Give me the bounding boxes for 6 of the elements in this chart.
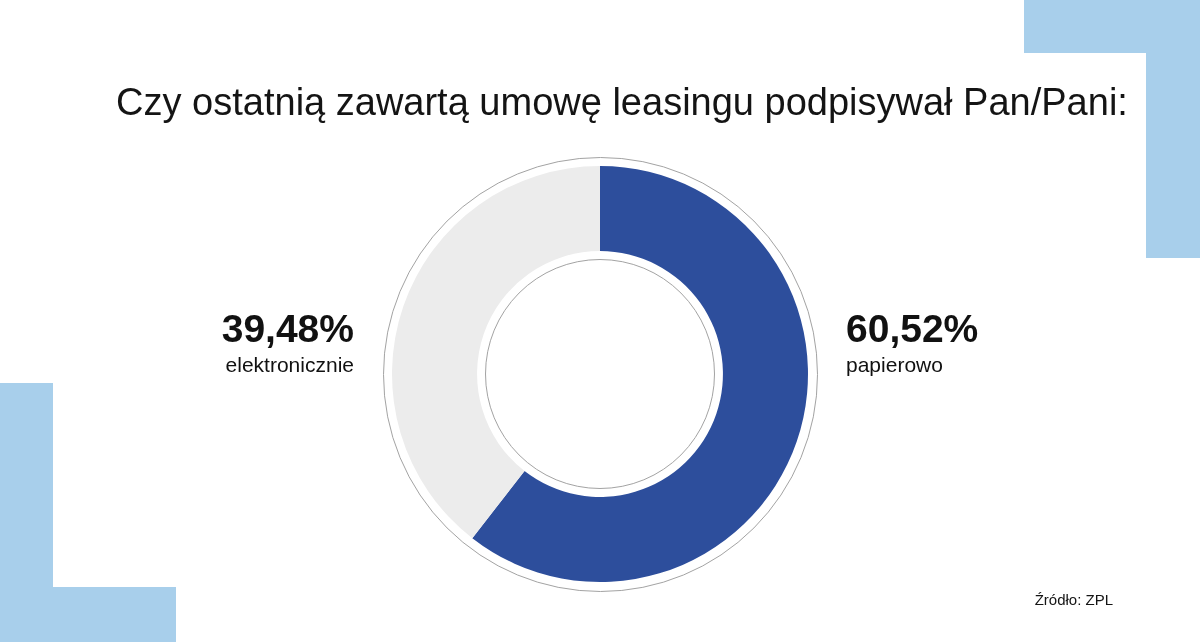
slice-label: elektronicznie [225,353,354,376]
data-label: 60,52% [846,307,979,350]
chart-title: Czy ostatnią zawartą umowę leasingu podpisywał Pan/Pani: [116,81,1128,123]
slice-label: papierowo [846,353,943,376]
data-label: 39,48% [221,307,354,350]
text: Źródło: ZPL [1034,591,1113,608]
